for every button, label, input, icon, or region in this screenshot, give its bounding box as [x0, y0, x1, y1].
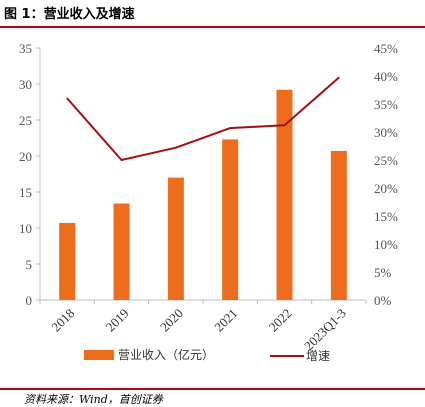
- revenue-bar: [222, 139, 239, 300]
- bottom-rule: [0, 388, 425, 390]
- left-axis-tick-label: 20: [19, 149, 32, 164]
- right-axis-tick-label: 20%: [374, 181, 398, 196]
- revenue-bar: [330, 150, 347, 300]
- growth-point: [338, 76, 340, 79]
- legend-label-growth: 增速: [306, 349, 330, 363]
- x-axis-tick-label: 2020: [157, 306, 186, 335]
- revenue-bar: [59, 222, 76, 300]
- x-axis-tick-label: 2018: [48, 306, 77, 335]
- right-axis-tick-label: 30%: [374, 125, 398, 140]
- growth-line-group: [66, 76, 340, 161]
- growth-point: [120, 159, 123, 161]
- right-axis-tick-label: 10%: [374, 237, 398, 252]
- left-axis-tick-label: 30: [19, 77, 32, 92]
- revenue-bar: [276, 89, 293, 300]
- x-axis-tick-label: 2022: [266, 306, 295, 335]
- left-axis-tick-label: 25: [19, 113, 32, 128]
- right-axis-tick-label: 25%: [374, 153, 398, 168]
- legend-swatch-revenue: [84, 350, 114, 360]
- left-axis-tick-label: 0: [26, 293, 33, 308]
- axes-group: 0 5 10 15 20 25 30 35 0% 5% 10% 15% 20% 25% 30% 35% 40% 4…: [19, 41, 398, 353]
- figure-title: 图 1：营业收入及增速: [4, 7, 135, 22]
- source-note: 资料来源：Wind，首创证券: [24, 393, 163, 406]
- revenue-bar: [113, 203, 130, 300]
- right-axis-tick-label: 0%: [374, 293, 392, 308]
- right-axis-tick-label: 15%: [374, 209, 398, 224]
- top-rule: [0, 26, 425, 28]
- left-axis-tick-label: 5: [26, 257, 33, 272]
- growth-point: [175, 146, 177, 149]
- right-axis-tick-label: 45%: [374, 41, 398, 56]
- right-axis-tick-label: 5%: [374, 265, 392, 280]
- legend: 营业收入（亿元） 增速: [84, 347, 330, 363]
- growth-point: [66, 97, 68, 100]
- right-axis-tick-label: 40%: [374, 69, 398, 84]
- bars-group: [59, 89, 347, 300]
- left-axis-tick-label: 10: [19, 221, 32, 236]
- right-axis-tick-label: 35%: [374, 97, 398, 112]
- left-axis-tick-label: 35: [19, 41, 32, 56]
- legend-label-revenue: 营业收入（亿元）: [118, 347, 214, 362]
- growth-point: [229, 127, 231, 129]
- growth-line: [66, 76, 340, 161]
- x-axis-tick-label: 2019: [103, 306, 132, 335]
- x-axis-tick-label: 2023Q1-3: [301, 306, 349, 354]
- left-axis-tick-label: 15: [19, 185, 32, 200]
- x-axis-tick-label: 2021: [211, 306, 240, 335]
- growth-point: [283, 124, 286, 127]
- revenue-bar: [167, 177, 184, 300]
